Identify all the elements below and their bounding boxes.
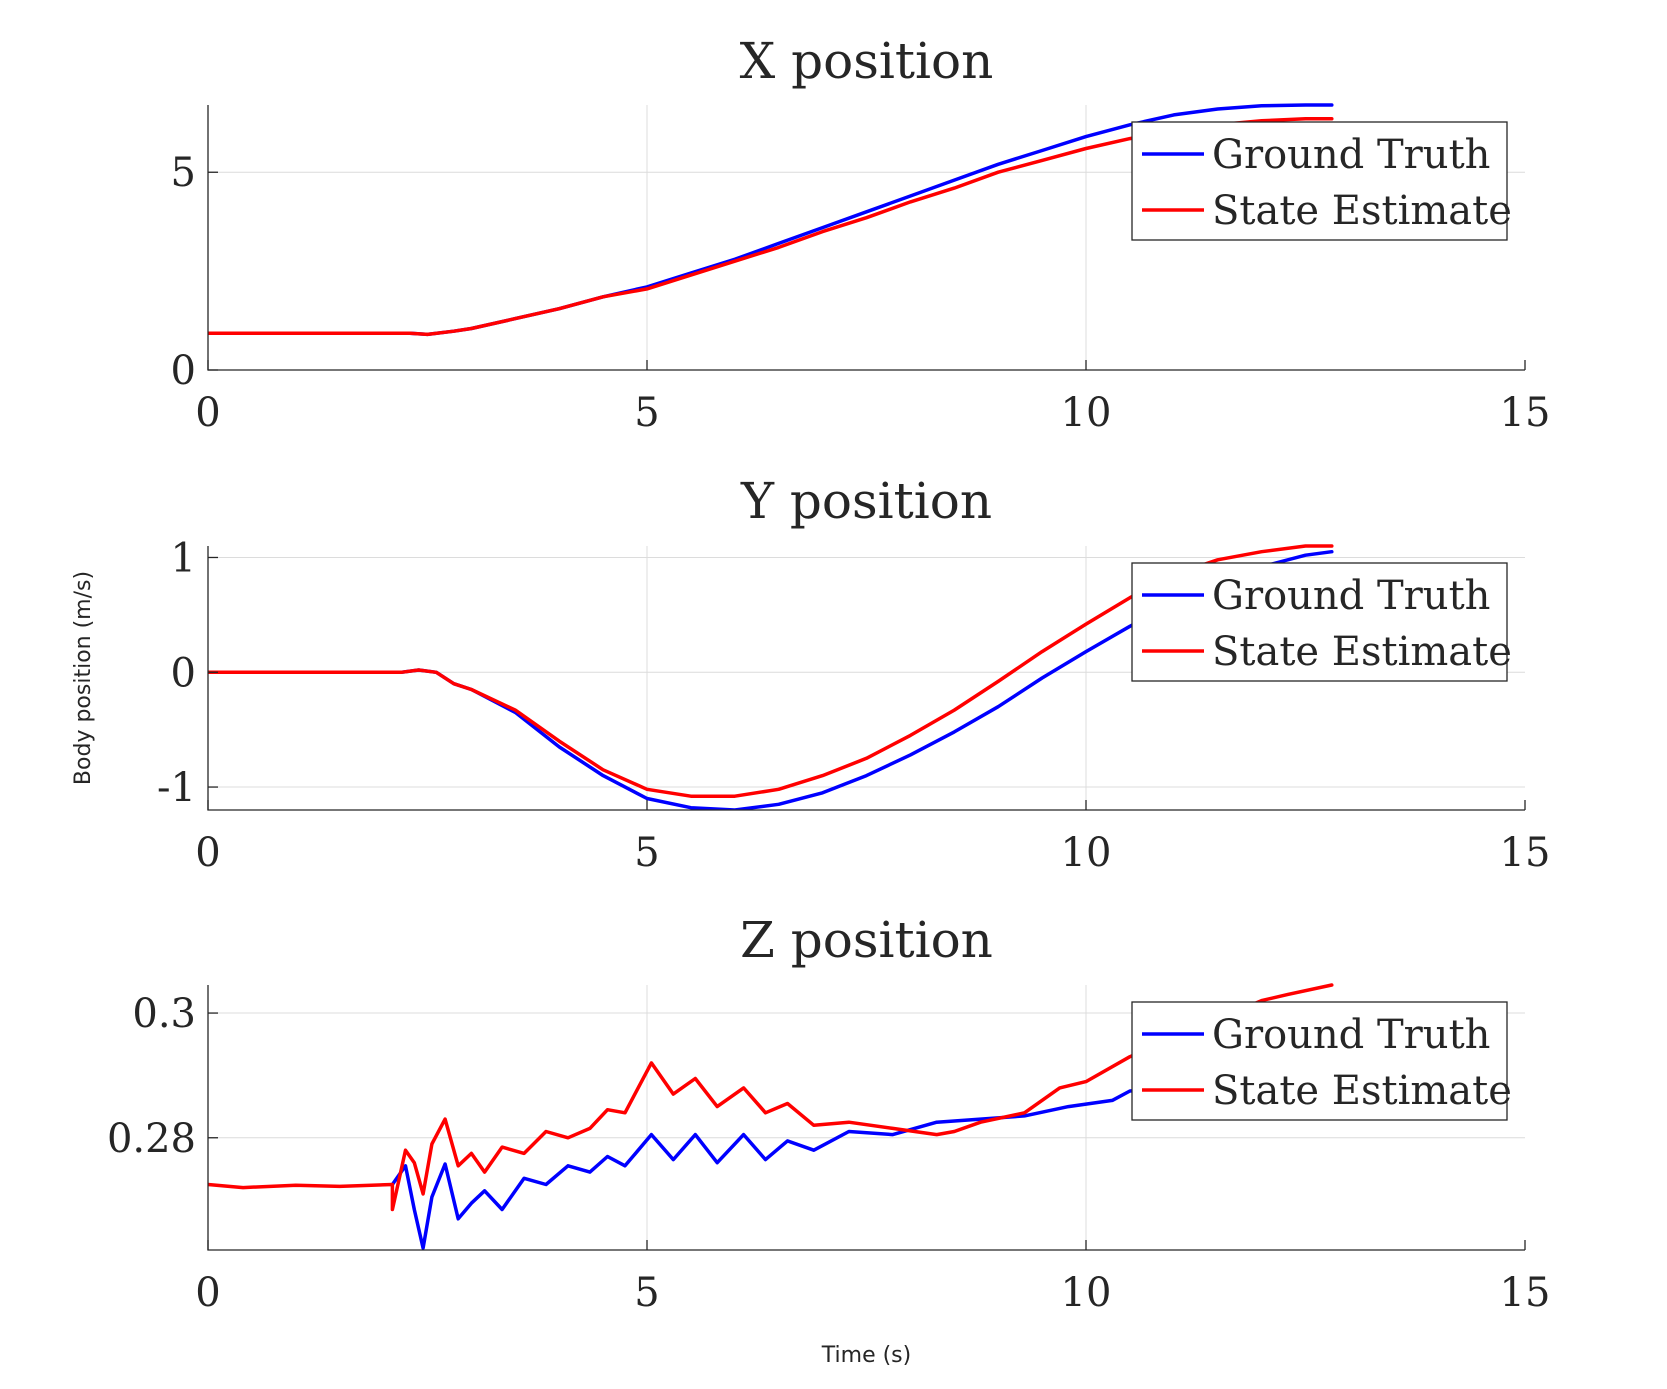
legend: Ground Truth State Estimate: [1131, 121, 1512, 241]
legend-entry: State Estimate: [1212, 188, 1512, 234]
legend-entry: Ground Truth: [1212, 132, 1490, 178]
legend-box: [1131, 562, 1508, 682]
x-tick-label: 0: [195, 830, 220, 876]
x-tick-label: 0: [195, 390, 220, 436]
y-tick-label: 0.3: [132, 991, 196, 1037]
x-tick-label: 10: [1061, 830, 1112, 876]
chart-title: Z position: [740, 911, 993, 969]
chart-title: Y position: [740, 472, 992, 530]
x-tick-label: 15: [1500, 1270, 1551, 1316]
x-axis-label: Time (s): [821, 1343, 911, 1368]
y-tick-label: 1: [171, 535, 196, 581]
x-tick-label: 15: [1500, 390, 1551, 436]
legend-entry: Ground Truth: [1212, 1012, 1490, 1058]
y-tick-label: 0.28: [107, 1116, 196, 1162]
x-tick-label: 5: [634, 1270, 659, 1316]
x-tick-label: 10: [1061, 390, 1112, 436]
series-line-ground-truth: [390, 1067, 1334, 1250]
legend-box: [1131, 121, 1508, 241]
y-tick-label: 0: [171, 348, 196, 394]
legend-box: [1131, 1001, 1508, 1121]
y-tick-label: -1: [157, 765, 196, 811]
chart-title: X position: [740, 32, 994, 90]
legend-entry: State Estimate: [1212, 629, 1512, 675]
series-line-state-estimate: [208, 983, 1334, 1212]
legend: Ground Truth State Estimate: [1131, 1001, 1512, 1121]
legend-entry: State Estimate: [1212, 1068, 1512, 1114]
legend-entry: Ground Truth: [1212, 573, 1490, 619]
legend: Ground Truth State Estimate: [1131, 562, 1512, 682]
y-tick-label: 0: [171, 650, 196, 696]
x-tick-label: 5: [634, 830, 659, 876]
x-tick-label: 0: [195, 1270, 220, 1316]
x-tick-label: 15: [1500, 830, 1551, 876]
chart-panel-1: 0 5 10 15 0 5 X position Ground Truth State Esti…: [171, 32, 1551, 436]
y-tick-label: 5: [171, 150, 196, 196]
y-axis-label: Body position (m/s): [71, 571, 96, 785]
chart-panel-2: 0 5 10 15 -1 0 1 Y position Body position (m/s) G…: [71, 472, 1550, 876]
x-tick-label: 10: [1061, 1270, 1112, 1316]
x-tick-label: 5: [634, 390, 659, 436]
chart-panel-3: 0 5 10 15 0.28 0.3 Z position Time (s) Ground Tr…: [107, 911, 1551, 1368]
